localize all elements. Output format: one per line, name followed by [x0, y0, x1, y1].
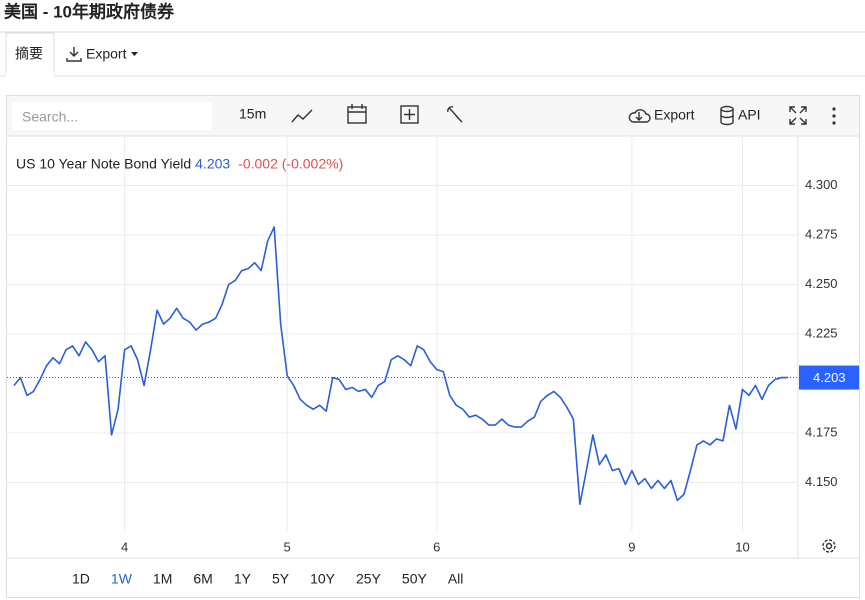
- tab[interactable]: 摘要: [15, 46, 43, 62]
- change: -0.002 (-0.002%): [238, 156, 343, 172]
- chart-type-icon[interactable]: [291, 109, 313, 123]
- range-button[interactable]: 5Y: [272, 571, 290, 587]
- menu-icon[interactable]: [832, 107, 836, 125]
- range-button[interactable]: 25Y: [356, 571, 382, 587]
- legend: US 10 Year Note Bond Yield 4.203 -0.002 …: [16, 156, 343, 172]
- range-button[interactable]: 1Y: [234, 571, 252, 587]
- y-tick-label: 4.225: [805, 325, 838, 340]
- x-tick-label: 9: [628, 539, 635, 554]
- series-name: US 10 Year Note Bond Yield: [16, 156, 191, 172]
- search-box[interactable]: [12, 102, 212, 130]
- database-icon: [720, 105, 734, 126]
- range-button[interactable]: 1W: [111, 571, 133, 587]
- calendar-icon[interactable]: [347, 104, 367, 124]
- tab[interactable]: Export: [86, 46, 127, 62]
- caret: [131, 52, 138, 56]
- range-button[interactable]: All: [448, 571, 464, 587]
- y-tick-label: 4.275: [805, 226, 838, 241]
- fullscreen-icon[interactable]: [789, 106, 807, 125]
- x-tick-label: 5: [284, 539, 291, 554]
- y-tick-label: 4.175: [805, 424, 838, 439]
- search-placeholder: Search...: [22, 109, 78, 125]
- settings-icon[interactable]: [822, 539, 836, 553]
- export-button[interactable]: Export: [654, 107, 695, 123]
- x-tick-label: 10: [735, 539, 749, 554]
- y-tick-label: 4.150: [805, 474, 838, 489]
- range-button[interactable]: 10Y: [310, 571, 336, 587]
- cloud-icon: [628, 109, 651, 123]
- download-icon: [66, 47, 82, 62]
- range-button[interactable]: 1M: [153, 571, 172, 587]
- indicator-icon[interactable]: [400, 105, 419, 124]
- range-button[interactable]: 1D: [72, 571, 90, 587]
- wrench-icon[interactable]: [447, 106, 463, 123]
- chart-widget: [6, 95, 860, 598]
- last-value-tag-label: 4.203: [813, 370, 846, 385]
- x-tick-label: 6: [433, 539, 440, 554]
- interval-button[interactable]: 15m: [239, 106, 266, 122]
- range-button[interactable]: 6M: [193, 571, 212, 587]
- last-value-tag: [799, 365, 859, 390]
- last-value: 4.203: [195, 156, 230, 172]
- line-series: [13, 226, 788, 506]
- plot: [7, 136, 798, 532]
- api-button[interactable]: API: [738, 107, 761, 123]
- page-title: 美国 - 10年期政府债券: [4, 1, 175, 21]
- y-tick-label: 4.300: [805, 177, 838, 192]
- y-tick-label: 4.250: [805, 276, 838, 291]
- range-button[interactable]: 50Y: [402, 571, 428, 587]
- x-tick-label: 4: [121, 539, 128, 554]
- tab-gap: [6, 72, 54, 78]
